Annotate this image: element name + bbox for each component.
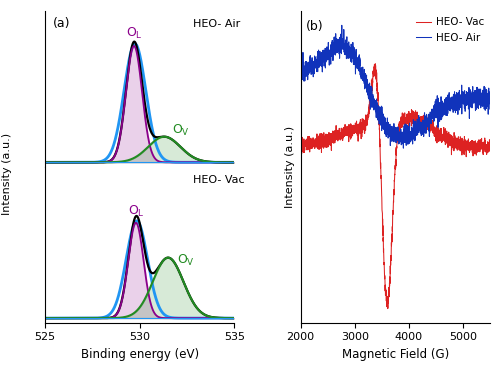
Text: Intensity (a.u.): Intensity (a.u.): [2, 133, 12, 216]
HEO- Vac: [368, 78, 374, 82]
HEO- Air: [368, 95, 374, 100]
HEO- Air: [427, 118, 433, 123]
Y-axis label: Intensity (a.u.): Intensity (a.u.): [285, 126, 295, 208]
Text: $\mathregular{O_L}$: $\mathregular{O_L}$: [126, 26, 142, 41]
Text: HEO- Air: HEO- Air: [192, 19, 240, 29]
HEO- Vac: [308, 146, 314, 151]
Line: HEO- Air: HEO- Air: [300, 25, 490, 148]
HEO- Vac: [298, 137, 304, 142]
Text: (a): (a): [52, 17, 70, 30]
HEO- Vac: [376, 120, 382, 124]
HEO- Vac: [384, 306, 390, 311]
HEO- Air: [338, 32, 344, 36]
HEO- Air: [376, 104, 382, 109]
HEO- Air: [400, 146, 406, 150]
HEO- Air: [308, 69, 314, 73]
HEO- Vac: [375, 90, 381, 95]
Text: (b): (b): [306, 20, 324, 33]
HEO- Air: [375, 118, 381, 122]
Line: HEO- Vac: HEO- Vac: [300, 64, 490, 309]
X-axis label: Magnetic Field (G): Magnetic Field (G): [342, 348, 449, 361]
HEO- Air: [339, 23, 345, 27]
Text: $\mathregular{O_L}$: $\mathregular{O_L}$: [128, 204, 144, 219]
HEO- Vac: [372, 62, 378, 66]
HEO- Vac: [487, 139, 493, 144]
Text: HEO- Vac: HEO- Vac: [192, 175, 244, 185]
HEO- Vac: [427, 125, 433, 130]
HEO- Air: [487, 100, 493, 105]
Text: $\mathregular{O_V}$: $\mathregular{O_V}$: [177, 253, 195, 268]
HEO- Vac: [338, 132, 344, 137]
Legend: HEO- Vac, HEO- Air: HEO- Vac, HEO- Air: [412, 13, 488, 47]
Text: $\mathregular{O_V}$: $\mathregular{O_V}$: [172, 123, 190, 138]
X-axis label: Binding energy (eV): Binding energy (eV): [80, 348, 198, 361]
HEO- Air: [298, 68, 304, 73]
